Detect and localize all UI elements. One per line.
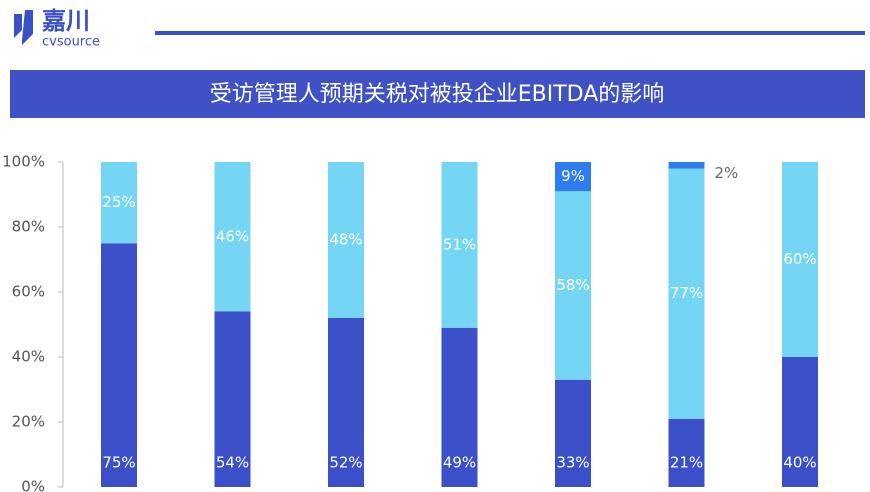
bar-segment [441, 162, 478, 328]
data-label: 2% [715, 164, 739, 182]
bar-segment [441, 327, 478, 487]
data-label: 52% [329, 454, 362, 472]
bar-segment [555, 379, 591, 487]
bar-segment [328, 318, 364, 487]
data-label: 60% [783, 250, 816, 268]
bar-segment [782, 162, 818, 357]
header-rule [155, 31, 865, 35]
logo-sub: cvsource [42, 35, 100, 50]
bar-segment [668, 168, 705, 419]
logo-name: 嘉川 [42, 7, 90, 35]
bar-segment [555, 191, 591, 380]
data-label: 48% [329, 231, 362, 249]
bar-segment [555, 162, 591, 192]
data-label: 54% [216, 454, 249, 472]
bar-segment [214, 162, 251, 312]
y-tick-label: 20% [12, 413, 45, 431]
y-tick-label: 60% [12, 283, 45, 301]
bar-segment [668, 162, 705, 169]
y-tick-label: 80% [12, 218, 45, 236]
chart-title: 受访管理人预期关税对被投企业EBITDA的影响 [210, 82, 665, 107]
y-tick-label: 100% [2, 153, 45, 171]
data-label: 46% [216, 227, 249, 245]
data-label: 25% [102, 193, 135, 211]
data-label: 33% [556, 454, 589, 472]
title-bar [10, 70, 865, 118]
bar-segment [782, 357, 818, 487]
bar-segment [668, 418, 705, 487]
data-label: 21% [670, 454, 703, 472]
logo: 嘉川 cvsource [14, 7, 100, 50]
data-label: 75% [102, 454, 135, 472]
data-label: 77% [670, 284, 703, 302]
bar-segment [328, 162, 364, 318]
data-label: 49% [443, 454, 476, 472]
bar-segment [214, 311, 251, 487]
data-label: 40% [783, 454, 816, 472]
y-tick-label: 40% [12, 348, 45, 366]
logo-mark [14, 10, 33, 45]
data-label: 51% [443, 235, 476, 253]
bar-segment [101, 243, 137, 487]
data-label: 9% [561, 167, 585, 185]
data-label: 58% [556, 276, 589, 294]
bar-segment [101, 162, 137, 244]
y-tick-label: 0% [21, 478, 45, 492]
